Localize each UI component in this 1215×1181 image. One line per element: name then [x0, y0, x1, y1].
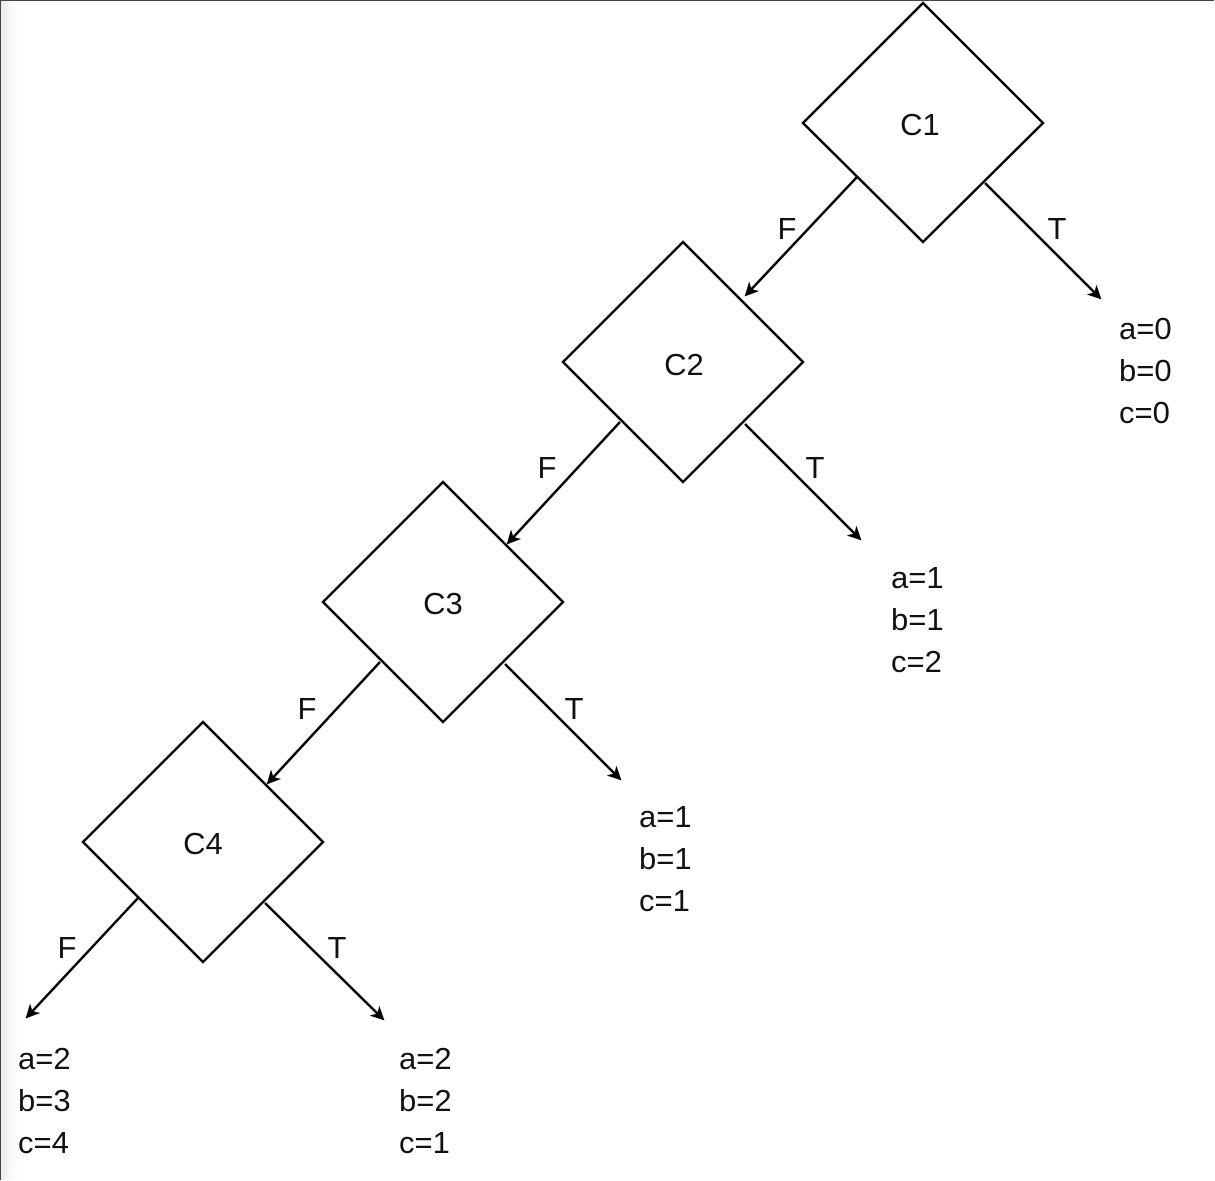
- decision-node-c3: [321, 480, 565, 724]
- edge-label-c2-false: F: [538, 450, 557, 485]
- edge-c4-false: [25, 897, 139, 1019]
- edge-label-c4-true: T: [328, 930, 347, 965]
- decision-node-c4: [81, 720, 325, 964]
- node-label-c2: C2: [664, 347, 704, 382]
- result-line: b=1: [639, 841, 692, 876]
- edge-c2-false: [506, 421, 621, 545]
- result-c2-true: a=1 b=1 c=2: [891, 557, 944, 683]
- result-line: b=2: [399, 1083, 452, 1118]
- result-line: a=2: [399, 1041, 452, 1076]
- result-line: a=1: [639, 799, 692, 834]
- result-line: b=3: [18, 1083, 71, 1118]
- edge-label-c1-false: F: [778, 211, 797, 246]
- edge-c1-true: [984, 182, 1102, 300]
- result-line: c=2: [891, 644, 942, 679]
- edge-label-c3-false: F: [298, 691, 317, 726]
- edge-label-c1-true: T: [1048, 211, 1067, 246]
- result-line: c=0: [1119, 395, 1170, 430]
- edge-label-c4-false: F: [58, 930, 77, 965]
- decision-node-c1: [801, 1, 1045, 244]
- edge-c3-true: [504, 663, 622, 781]
- result-line: c=1: [639, 883, 690, 918]
- decision-node-c2: [561, 240, 805, 484]
- result-c1-true: a=0 b=0 c=0: [1119, 308, 1172, 434]
- node-label-c3: C3: [423, 586, 463, 621]
- result-c4-false: a=2 b=3 c=4: [18, 1038, 71, 1164]
- result-line: a=2: [18, 1041, 71, 1076]
- result-c3-true: a=1 b=1 c=1: [639, 796, 692, 922]
- edge-c3-false: [266, 661, 381, 785]
- node-label-c4: C4: [183, 826, 223, 861]
- edge-c1-false: [744, 176, 858, 297]
- edge-label-c2-true: T: [806, 450, 825, 485]
- result-line: b=0: [1119, 353, 1172, 388]
- edge-c4-true: [264, 902, 385, 1021]
- edge-c2-true: [744, 423, 862, 541]
- edge-label-c3-true: T: [565, 691, 584, 726]
- result-line: c=4: [18, 1125, 69, 1160]
- result-line: a=0: [1119, 311, 1172, 346]
- result-line: c=1: [399, 1125, 450, 1160]
- result-c4-true: a=2 b=2 c=1: [399, 1038, 452, 1164]
- result-line: a=1: [891, 560, 944, 595]
- result-line: b=1: [891, 602, 944, 637]
- node-label-c1: C1: [900, 107, 940, 142]
